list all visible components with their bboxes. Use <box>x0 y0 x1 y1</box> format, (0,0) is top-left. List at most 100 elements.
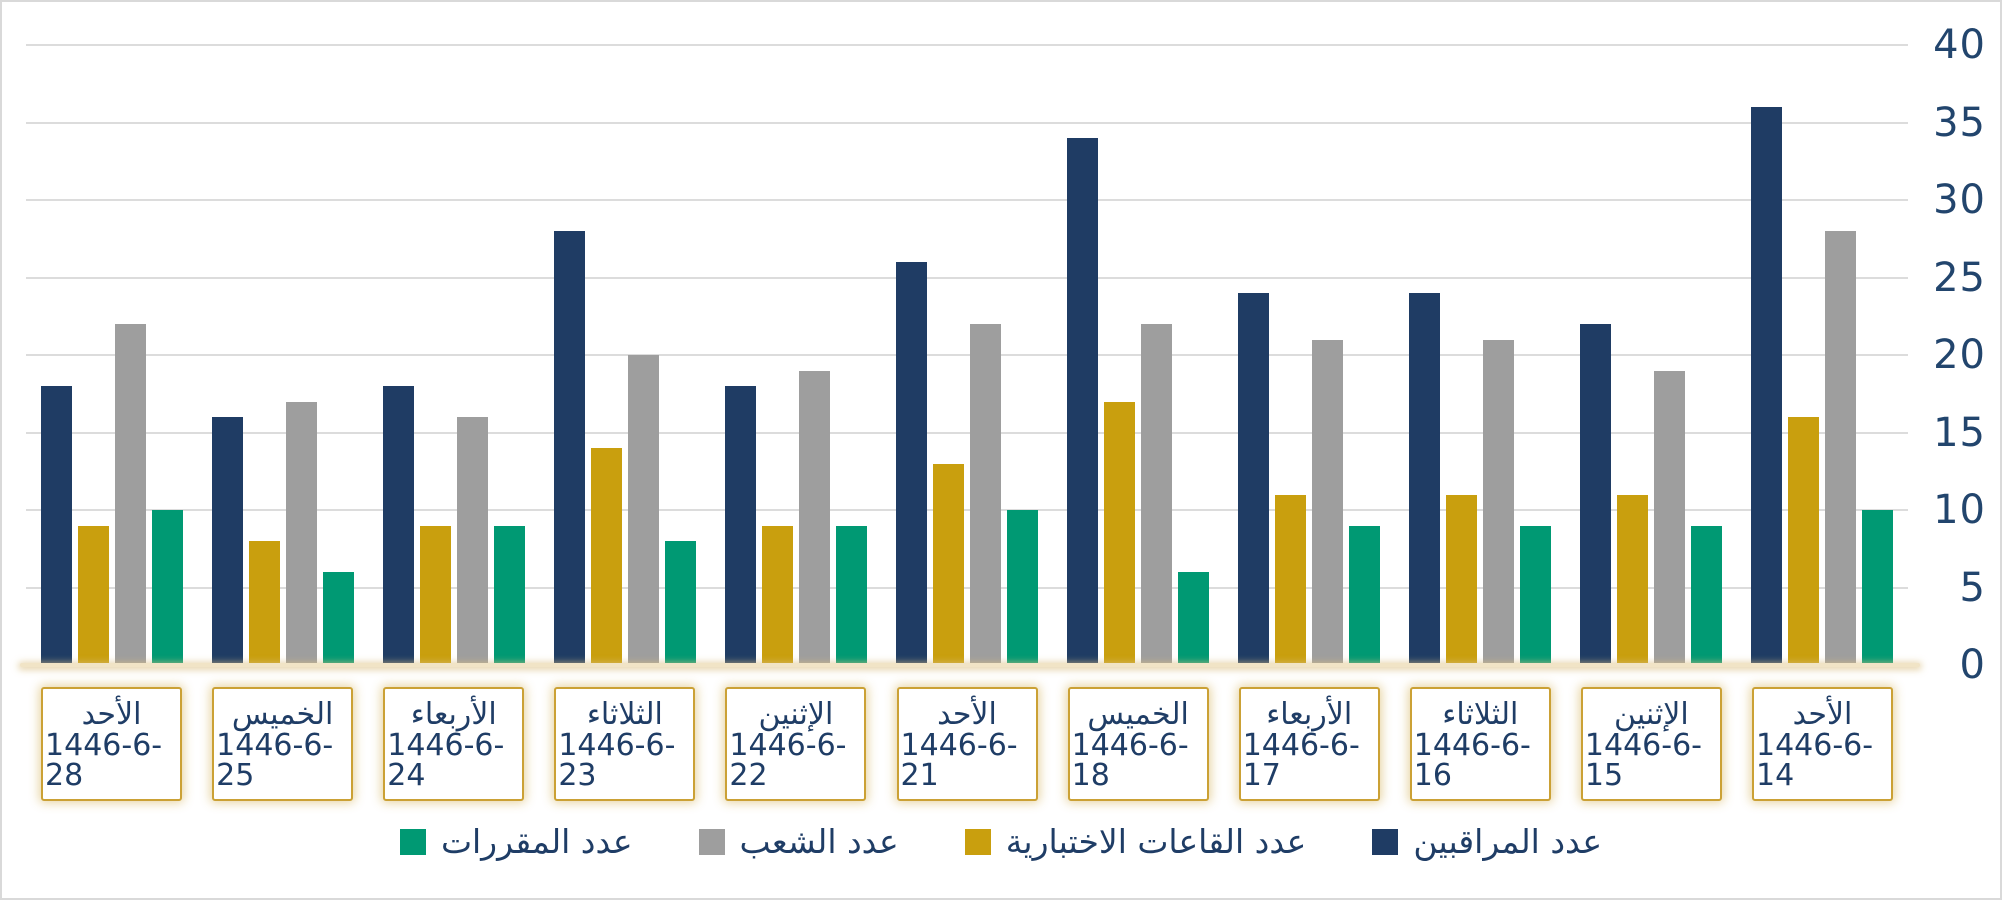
category-date-label: 1446-6-15 <box>1584 728 1702 793</box>
bar-supervisors <box>1409 293 1441 665</box>
bar-group-1446-6-15 <box>1566 2 1737 665</box>
bar-exam-halls <box>590 448 622 665</box>
x-axis-cell: الأحد 1446-6-28 <box>26 687 197 801</box>
bar-group-1446-6-16 <box>1395 2 1566 665</box>
y-tick-label-15: 15 <box>1933 409 1986 456</box>
plot-area <box>20 2 1920 667</box>
category-box-1446-6-22: الإثنين 1446-6-22 <box>725 687 867 801</box>
bar-exam-halls <box>77 525 109 665</box>
legend-swatch-exam-halls <box>964 828 991 855</box>
x-axis-cell: الثلاثاء 1446-6-23 <box>539 687 710 801</box>
x-axis-cell: الخميس 1446-6-18 <box>1053 687 1224 801</box>
category-day-label: الثلاثاء <box>1442 697 1519 732</box>
y-tick-label-40: 40 <box>1933 22 1986 68</box>
bar-courses <box>151 510 183 665</box>
bar-exam-halls <box>1275 494 1307 665</box>
category-box-1446-6-17: الأربعاء 1446-6-17 <box>1238 687 1380 801</box>
legend-item-exam-halls[interactable]: عدد القاعات الاختبارية <box>964 822 1307 861</box>
y-gridline-25 <box>26 276 1908 279</box>
bar-supervisors <box>211 417 243 665</box>
bar-sections <box>1312 339 1344 665</box>
category-day-label: الأربعاء <box>410 697 497 732</box>
category-box-1446-6-14: الأحد 1446-6-14 <box>1751 687 1893 801</box>
legend-label-supervisors: عدد المراقبين <box>1413 822 1603 861</box>
bar-exam-halls <box>1788 417 1820 665</box>
bar-courses <box>835 525 867 665</box>
bar-courses <box>1349 525 1381 665</box>
category-date-label: 1446-6-21 <box>900 728 1018 793</box>
y-tick-label-10: 10 <box>1933 487 1986 533</box>
legend-item-supervisors[interactable]: عدد المراقبين <box>1372 825 1602 858</box>
bars-row <box>26 2 1908 665</box>
bar-sections <box>970 324 1002 665</box>
category-day-label: الخميس <box>1087 697 1189 732</box>
bar-exam-halls <box>761 525 793 665</box>
bar-courses <box>1691 525 1723 665</box>
category-day-label: الثلاثاء <box>586 697 663 732</box>
x-axis-cell: الإثنين 1446-6-22 <box>710 687 881 801</box>
legend-label-sections: عدد الشعب <box>739 822 899 861</box>
bar-supervisors <box>1580 324 1612 665</box>
category-date-label: 1446-6-14 <box>1755 728 1874 793</box>
category-day-label: الإثنين <box>758 697 834 732</box>
bar-sections <box>1654 370 1686 665</box>
x-axis-categories: الأحد 1446-6-28 الخميس 1446-6-25 الأربعاء 144… <box>26 687 1908 801</box>
category-date-label: 1446-6-16 <box>1413 728 1531 793</box>
y-gridline-35 <box>26 121 1908 124</box>
y-tick-label-30: 30 <box>1933 177 1986 223</box>
y-gridline-15 <box>26 431 1908 434</box>
x-axis-baseline <box>20 663 1920 667</box>
bar-sections <box>798 370 830 665</box>
x-axis-cell: الخميس 1446-6-25 <box>197 687 368 801</box>
bar-group-1446-6-28 <box>26 2 197 665</box>
category-box-1446-6-23: الثلاثاء 1446-6-23 <box>554 687 696 801</box>
bar-courses <box>322 572 354 665</box>
bar-sections <box>627 355 659 665</box>
chart-legend: عدد المقررات عدد الشعب عدد القاعات الاختبا… <box>2 825 2000 858</box>
bar-sections <box>1483 339 1515 665</box>
category-date-label: 1446-6-18 <box>1071 728 1189 793</box>
bar-exam-halls <box>1617 494 1649 665</box>
x-axis-cell: الإثنين 1446-6-15 <box>1566 687 1737 801</box>
category-box-1446-6-21: الأحد 1446-6-21 <box>896 687 1038 801</box>
legend-swatch-courses <box>399 828 426 855</box>
bar-sections <box>1141 324 1173 665</box>
legend-label-exam-halls: عدد القاعات الاختبارية <box>1005 822 1307 861</box>
bar-supervisors <box>724 386 756 665</box>
legend-item-courses[interactable]: عدد المقررات <box>399 822 633 861</box>
bar-supervisors <box>896 262 928 665</box>
category-date-label: 1446-6-23 <box>558 728 676 793</box>
y-tick-label-35: 35 <box>1933 99 1986 146</box>
category-day-label: الخميس <box>231 697 334 732</box>
bar-group-1446-6-18 <box>1053 2 1224 665</box>
bar-courses <box>1862 510 1894 665</box>
category-box-1446-6-16: الثلاثاء 1446-6-16 <box>1409 687 1551 801</box>
x-axis-cell: الأحد 1446-6-21 <box>881 687 1052 801</box>
bar-courses <box>1178 572 1210 665</box>
legend-label-courses: عدد المقررات <box>440 822 633 861</box>
bar-exam-halls <box>419 525 451 665</box>
category-box-1446-6-24: الأربعاء 1446-6-24 <box>383 687 525 801</box>
bar-sections <box>456 417 488 665</box>
y-tick-label-25: 25 <box>1933 254 1986 301</box>
category-box-1446-6-25: الخميس 1446-6-25 <box>212 687 354 801</box>
legend-swatch-supervisors <box>1372 828 1399 855</box>
category-date-label: 1446-6-22 <box>729 728 847 793</box>
x-axis-cell: الأربعاء 1446-6-24 <box>368 687 539 801</box>
category-date-label: 1446-6-17 <box>1242 728 1360 793</box>
bar-sections <box>1825 231 1857 665</box>
y-tick-label-0: 0 <box>1959 642 1986 688</box>
category-box-1446-6-28: الأحد 1446-6-28 <box>41 687 183 801</box>
legend-item-sections[interactable]: عدد الشعب <box>698 822 899 861</box>
category-day-label: الإثنين <box>1614 697 1689 732</box>
x-axis-cell: الأحد 1446-6-14 <box>1737 687 1908 801</box>
x-axis-cell: الأربعاء 1446-6-17 <box>1224 687 1395 801</box>
category-date-label: 1446-6-28 <box>45 728 163 793</box>
legend-swatch-sections <box>698 828 725 855</box>
bar-sections <box>285 401 317 665</box>
bar-courses <box>493 525 525 665</box>
bar-courses <box>1520 525 1552 665</box>
category-date-label: 1446-6-24 <box>387 728 505 793</box>
category-day-label: الأحد <box>1792 697 1853 732</box>
